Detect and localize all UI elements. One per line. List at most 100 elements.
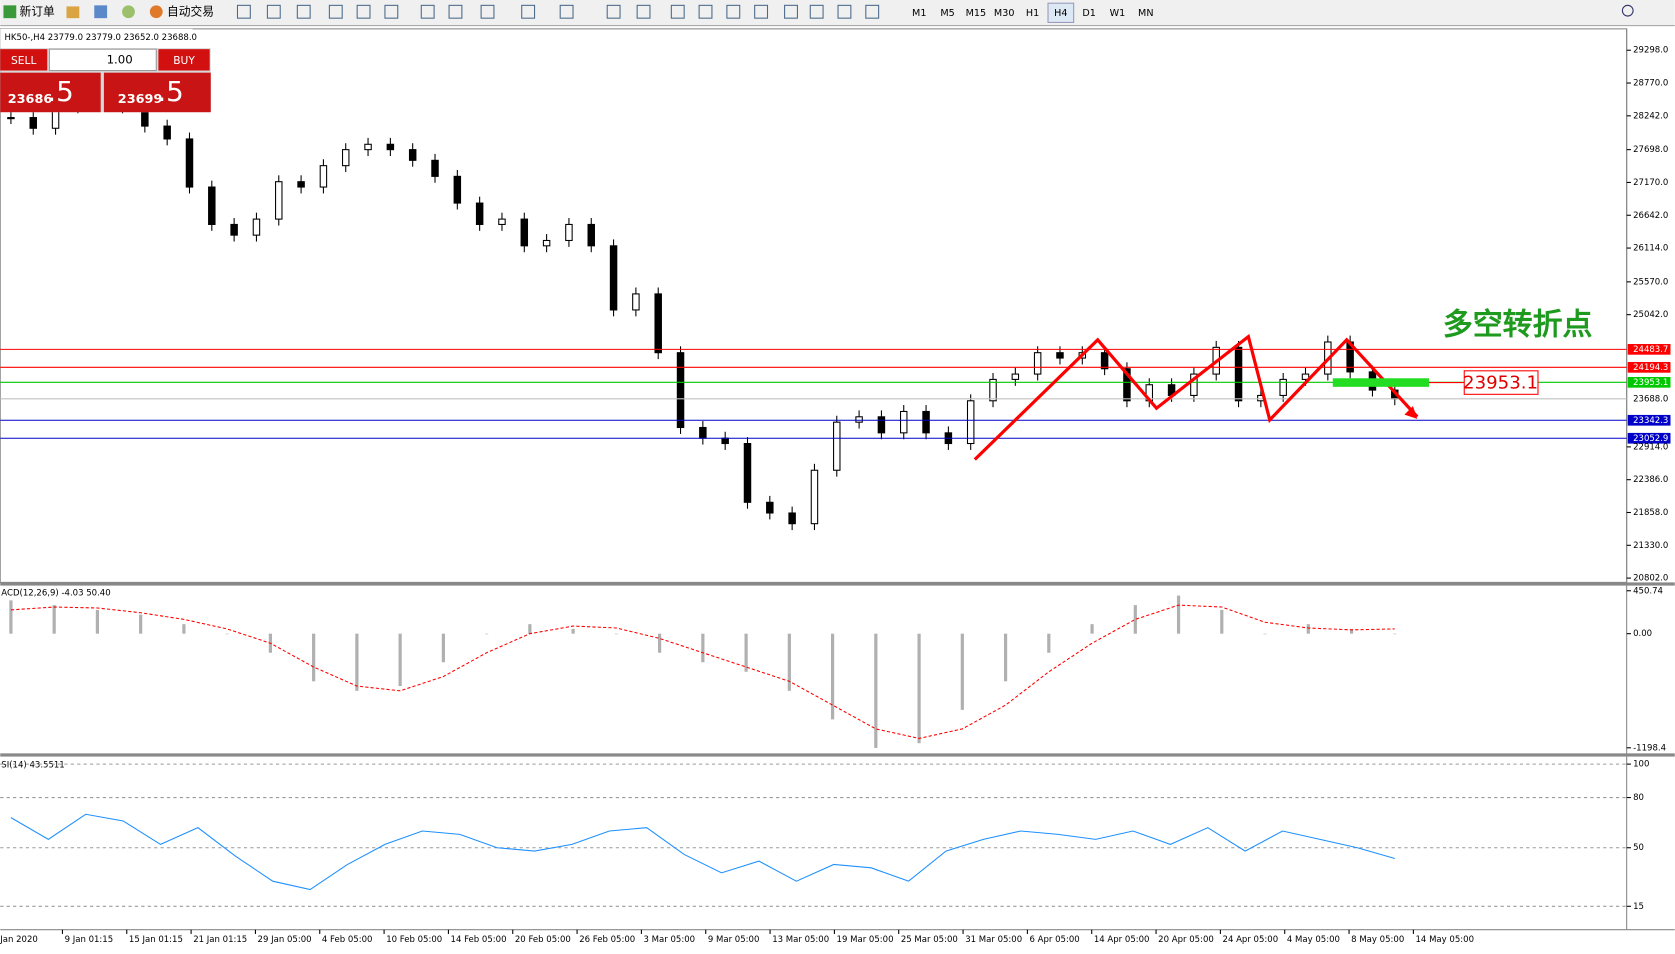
tool-icon[interactable] (266, 4, 281, 19)
timeframe[interactable]: H4 (1054, 8, 1067, 19)
candle-body (676, 352, 685, 429)
x-tick-label: 6 Apr 05:00 (1030, 935, 1080, 945)
tool-icon[interactable] (296, 4, 311, 19)
tool-icon[interactable] (865, 4, 880, 19)
tool-icon[interactable] (837, 4, 852, 19)
macd-bar (1133, 605, 1137, 634)
tool-icon[interactable] (122, 5, 135, 19)
tool-icon[interactable] (726, 4, 741, 19)
macd-bar (571, 628, 575, 634)
candle-body (386, 143, 395, 151)
new-order[interactable]: 新订单 (19, 4, 54, 18)
macd-bar (1263, 633, 1267, 635)
timeframe[interactable]: M5 (940, 8, 954, 19)
tool-icon[interactable] (448, 4, 463, 19)
tool-icon[interactable] (559, 4, 574, 19)
macd-bar (701, 633, 705, 663)
tool-icon[interactable] (521, 4, 536, 19)
tool-icon[interactable] (328, 4, 343, 19)
macd-bar (1220, 609, 1224, 634)
tool-icon[interactable] (236, 4, 251, 19)
tool-icon[interactable] (670, 4, 685, 19)
x-tick-label: 31 Mar 05:00 (965, 935, 1022, 945)
buy-label[interactable]: BUY (173, 54, 195, 67)
x-tick-label: 20 Feb 05:00 (515, 935, 571, 945)
tool-icon[interactable] (636, 4, 651, 19)
candle-body (364, 143, 372, 151)
auto-trade[interactable]: 自动交易 (167, 4, 214, 18)
buy-button[interactable] (158, 49, 210, 71)
y-tick-label: 21858.0 (1633, 508, 1668, 518)
timeframe[interactable]: M1 (912, 8, 926, 19)
y-tick-label: 20802.0 (1633, 574, 1668, 584)
tool-icon[interactable] (606, 4, 621, 19)
candle-body (275, 181, 283, 220)
timeframe[interactable]: H1 (1026, 8, 1039, 19)
tool-icon[interactable] (784, 4, 798, 19)
tool-icon[interactable] (809, 4, 824, 19)
search[interactable] (1621, 4, 1634, 17)
level-label: 23688.0 (1633, 394, 1668, 404)
tool-icon[interactable] (356, 4, 371, 19)
level-label: 23342.3 (1633, 416, 1668, 426)
rsi-line (10, 813, 1395, 891)
bid-main[interactable]: 23686 (8, 92, 53, 107)
level-tag (1627, 361, 1671, 373)
x-tick-label: 15 Jan 01:15 (129, 935, 183, 945)
y-tick-label: 22914.0 (1633, 442, 1668, 452)
level-tag (1627, 432, 1671, 444)
sell-label[interactable]: SELL (11, 54, 36, 67)
candle-body (855, 416, 863, 423)
timeframe[interactable]: MN (1138, 8, 1153, 19)
auto-trade-icon[interactable] (149, 5, 163, 19)
bid-box[interactable] (0, 72, 101, 113)
timeframe[interactable]: M15 (966, 8, 987, 19)
macd-bar (744, 633, 748, 672)
y-tick-label: 26642.0 (1633, 211, 1668, 221)
timeframe[interactable]: D1 (1082, 8, 1096, 19)
y-tick-label: 15 (1633, 902, 1644, 912)
y-tick-label: 21330.0 (1633, 541, 1668, 551)
lot-input[interactable] (48, 48, 157, 72)
signal-line (10, 604, 1395, 739)
timeframe[interactable]: M30 (994, 8, 1015, 19)
price-layer (7, 95, 1399, 531)
y-tick-label: 28770.0 (1633, 79, 1668, 89)
candle-body (632, 293, 640, 311)
timeframe[interactable]: W1 (1110, 8, 1126, 19)
x-tick-label: 4 May 05:00 (1287, 935, 1340, 945)
tool-icon[interactable] (698, 4, 713, 19)
ask-frac[interactable]: .5 (157, 75, 183, 108)
bid-frac[interactable]: .5 (47, 75, 74, 108)
candle-body (1279, 378, 1287, 396)
level-label: 24194.3 (1633, 363, 1668, 373)
lot-value[interactable]: 1.00 (107, 52, 133, 66)
macd-bar (528, 624, 532, 634)
candle-body (587, 223, 595, 247)
y-tick-label: 25042.0 (1633, 310, 1668, 320)
level-tag (1627, 376, 1671, 388)
macd-bar (182, 624, 186, 634)
candle-body (230, 223, 238, 236)
tool-icon[interactable] (480, 4, 495, 19)
new-order-icon[interactable] (3, 5, 17, 19)
x-tick-label: 10 Feb 05:00 (386, 935, 442, 945)
macd-bar (1349, 628, 1354, 634)
tool-icon[interactable] (66, 6, 80, 19)
tool-icon[interactable] (420, 4, 435, 19)
y-tick-label: 80 (1633, 793, 1644, 803)
x-tick-label: 9 Jan 01:15 (65, 935, 114, 945)
ask-box[interactable] (103, 72, 211, 113)
tool-icon[interactable] (754, 4, 769, 19)
ask-main[interactable]: 23699 (118, 92, 163, 107)
candle-body (1100, 352, 1109, 370)
candle-body (1190, 373, 1198, 396)
tool-icon[interactable] (94, 5, 108, 19)
tool-icon[interactable] (384, 4, 399, 19)
macd-bar (1090, 624, 1094, 634)
macd-bar (874, 633, 878, 748)
sell-button[interactable] (0, 49, 48, 71)
candle-body (1301, 373, 1310, 380)
candle-body (609, 245, 618, 311)
candle-body (810, 469, 819, 525)
